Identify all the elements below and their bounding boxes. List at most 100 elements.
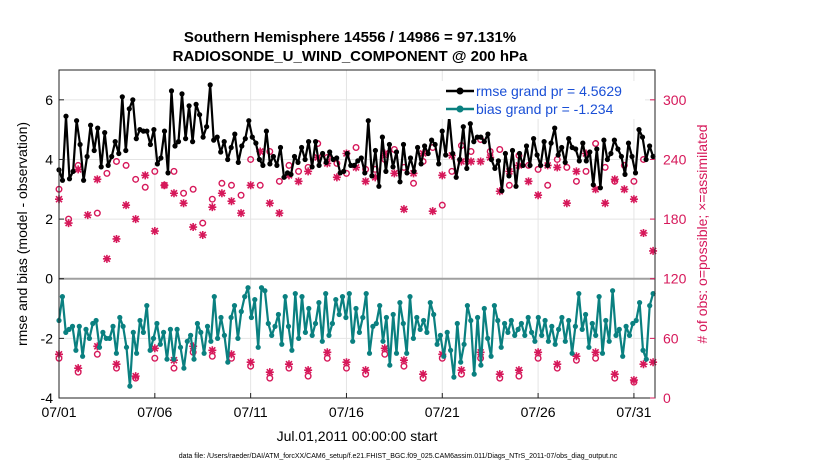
- bias-point: [238, 308, 244, 315]
- bias-point: [323, 291, 329, 297]
- bias-point: [491, 303, 497, 309]
- rmse-point: [404, 170, 410, 176]
- rmse-point: [77, 141, 83, 148]
- rmse-point: [172, 143, 178, 149]
- obs-assimilated-mark: [553, 360, 562, 369]
- bias-point: [343, 314, 349, 321]
- bias-point: [623, 323, 629, 329]
- bias-point: [569, 350, 575, 356]
- rmse-point: [249, 134, 255, 140]
- bias-point: [336, 311, 342, 318]
- rmse-point: [232, 131, 238, 137]
- rmse-point: [429, 137, 435, 143]
- bias-point: [63, 329, 69, 335]
- rmse-point: [492, 165, 498, 171]
- rmse-point: [302, 156, 308, 163]
- rmse-point: [485, 131, 491, 137]
- bias-point: [637, 300, 643, 306]
- rmse-point: [615, 146, 621, 152]
- bias-point: [275, 311, 281, 318]
- obs-possible-mark: [505, 181, 513, 189]
- rmse-point: [81, 177, 87, 183]
- rmse-point: [351, 162, 357, 168]
- rmse-point: [306, 139, 312, 145]
- obs-possible-mark: [227, 181, 235, 189]
- rmse-point: [119, 94, 125, 100]
- obs-assimilated-mark: [457, 157, 466, 166]
- rmse-point: [471, 139, 477, 145]
- x-axis-label: Jul.01,2011 00:00:00 start: [277, 428, 438, 444]
- obs-assimilated-mark: [131, 215, 140, 224]
- bias-point: [181, 365, 187, 371]
- y-tick-label-right: 120: [663, 271, 687, 287]
- bias-point: [606, 338, 612, 344]
- y-axis-label-right: # of obs: o=possible; ×=assimilated: [694, 124, 710, 343]
- bias-point: [245, 285, 251, 291]
- bias-point: [532, 338, 538, 344]
- rmse-point: [327, 149, 333, 155]
- bias-point: [593, 332, 599, 338]
- plot-frame: [58, 69, 656, 399]
- rmse-point: [425, 150, 431, 157]
- bias-point: [508, 317, 514, 324]
- y-tick-label-left: -4: [41, 390, 54, 406]
- rmse-point: [242, 136, 248, 142]
- obs-possible-mark: [582, 167, 590, 175]
- bias-point: [360, 314, 366, 321]
- rmse-point: [260, 162, 266, 168]
- bias-point: [417, 326, 423, 332]
- bias-point: [329, 320, 335, 327]
- bias-point: [258, 285, 265, 291]
- bias-point: [333, 297, 339, 303]
- rmse-point: [365, 118, 371, 124]
- bias-point: [312, 320, 319, 327]
- obs-assimilated-mark: [265, 199, 274, 208]
- rmse-point: [534, 152, 540, 158]
- bias-point: [66, 326, 72, 332]
- bias-point: [451, 374, 457, 380]
- bias-point: [69, 323, 76, 329]
- obs-assimilated-mark: [275, 209, 284, 218]
- rmse-point: [443, 152, 449, 158]
- rmse-point: [573, 146, 579, 152]
- bias-point: [437, 332, 443, 338]
- obs-assimilated-mark: [150, 227, 159, 236]
- bias-point: [481, 305, 487, 312]
- obs-possible-mark: [170, 167, 178, 175]
- rmse-point: [70, 168, 76, 174]
- bias-point: [387, 362, 393, 368]
- bias-point: [461, 341, 467, 347]
- bias-point: [110, 323, 116, 329]
- obs-assimilated-mark: [534, 191, 543, 200]
- rmse-point: [228, 144, 234, 151]
- bias-point: [397, 300, 403, 306]
- bias-point: [556, 326, 562, 332]
- x-tick-label: 07/06: [137, 404, 172, 420]
- bias-point: [586, 344, 592, 350]
- obs-assimilated-mark: [572, 167, 581, 176]
- rmse-point: [175, 139, 182, 145]
- x-tick-label: 07/21: [425, 404, 460, 420]
- rmse-point: [221, 139, 227, 145]
- bias-point: [211, 294, 217, 300]
- bias-point: [373, 320, 379, 327]
- y-tick-label-right: 240: [663, 151, 687, 167]
- bias-point: [218, 314, 224, 321]
- bias-point: [535, 314, 541, 321]
- obs-possible-mark: [534, 165, 542, 173]
- bias-point: [626, 332, 633, 338]
- rmse-point: [509, 147, 516, 154]
- bias-point: [208, 338, 214, 344]
- rmse-point: [393, 149, 400, 155]
- bias-point: [90, 320, 96, 327]
- y-axis-left: -4 -2 0 2 4 6: [41, 92, 64, 406]
- bias-point: [235, 335, 241, 341]
- obs-possible-mark: [410, 179, 418, 187]
- bias-point: [393, 350, 400, 356]
- bias-point: [485, 335, 491, 341]
- rmse-point: [246, 118, 252, 124]
- rmse-point: [168, 88, 175, 94]
- obs-possible-mark: [180, 189, 188, 197]
- bias-point: [599, 350, 606, 356]
- obs-assimilated-mark: [620, 185, 629, 194]
